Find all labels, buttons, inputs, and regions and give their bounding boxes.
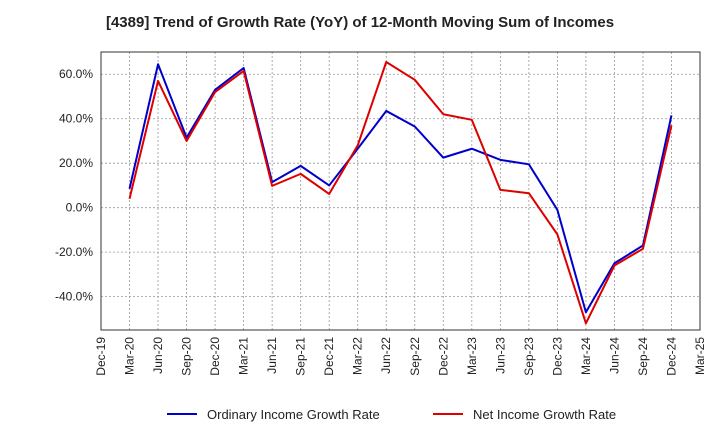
x-tick-label: Sep-23 <box>522 337 536 376</box>
x-tick-label: Jun-22 <box>379 337 393 374</box>
plot-area <box>101 52 700 330</box>
x-tick-label: Mar-25 <box>693 337 707 375</box>
series-line-2 <box>128 61 673 325</box>
x-tick-label: Mar-23 <box>465 337 479 375</box>
x-tick-label: Sep-22 <box>408 337 422 376</box>
x-tick-label: Jun-21 <box>265 337 279 374</box>
x-tick-label: Sep-21 <box>294 337 308 376</box>
plot-border <box>100 51 701 331</box>
y-tick-label: 20.0% <box>59 156 93 170</box>
x-tick-label: Dec-20 <box>208 337 222 376</box>
x-tick-label: Mar-21 <box>237 337 251 375</box>
x-tick-label: Mar-20 <box>123 337 137 375</box>
x-tick-label: Sep-24 <box>636 337 650 376</box>
x-tick-label: Mar-22 <box>351 337 365 375</box>
x-tick-label: Dec-22 <box>436 337 450 376</box>
x-tick-label: Jun-24 <box>607 337 621 374</box>
x-tick-label: Jun-23 <box>493 337 507 374</box>
legend-label-2: Net Income Growth Rate <box>473 407 616 422</box>
legend-label-1: Ordinary Income Growth Rate <box>207 407 380 422</box>
y-tick-label: 0.0% <box>66 201 94 215</box>
series-line-1 <box>128 63 673 314</box>
y-tick-label: -40.0% <box>55 290 93 304</box>
x-tick-label: Dec-23 <box>550 337 564 376</box>
x-tick-label: Dec-24 <box>664 337 678 376</box>
y-tick-label: 60.0% <box>59 67 93 81</box>
x-tick-label: Dec-21 <box>322 337 336 376</box>
x-tick-label: Jun-20 <box>151 337 165 374</box>
x-tick-label: Sep-20 <box>180 337 194 376</box>
y-tick-label: 40.0% <box>59 112 93 126</box>
chart-title: [4389] Trend of Growth Rate (YoY) of 12-… <box>105 14 615 31</box>
y-tick-label: -20.0% <box>55 245 93 259</box>
x-tick-label: Dec-19 <box>94 337 108 376</box>
x-tick-label: Mar-24 <box>579 337 593 375</box>
